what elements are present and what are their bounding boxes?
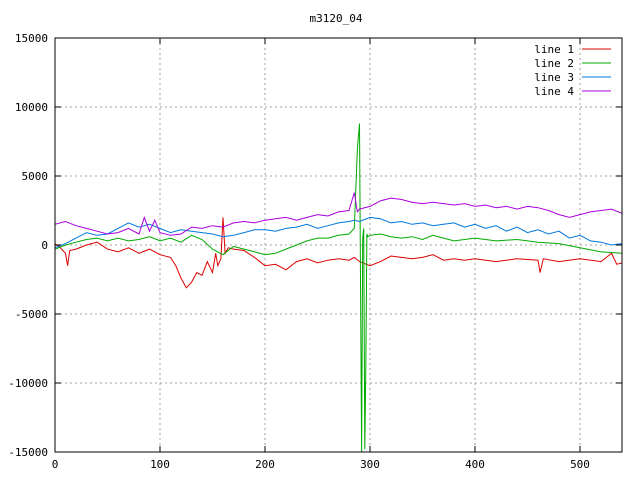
legend-label-3: line 3: [534, 71, 574, 84]
x-tick-label: 400: [465, 458, 485, 471]
x-tick-label: 0: [52, 458, 59, 471]
series-line-1: [55, 217, 622, 289]
y-tick-label: -10000: [8, 377, 48, 390]
x-tick-label: 300: [360, 458, 380, 471]
series-layer: [55, 123, 622, 452]
series-line-4: [55, 192, 622, 236]
y-tick-label: 5000: [22, 170, 49, 183]
x-tick-label: 100: [150, 458, 170, 471]
y-tick-label: -15000: [8, 446, 48, 459]
x-tick-label: 200: [255, 458, 275, 471]
y-tick-label: -5000: [15, 308, 48, 321]
series-line-2: [55, 123, 622, 452]
axis-ticks: 0 100 200 300 400 500 -15000 -10000 -5000 0 5000 10…: [8, 32, 622, 471]
legend-label-2: line 2: [534, 57, 574, 70]
chart-title: m3120_04: [310, 12, 363, 25]
legend-label-1: line 1: [534, 43, 574, 56]
x-tick-label: 500: [570, 458, 590, 471]
y-tick-label: 15000: [15, 32, 48, 45]
legend-label-4: line 4: [534, 85, 574, 98]
series-line-3: [55, 216, 622, 249]
grid: [55, 38, 622, 452]
y-tick-label: 10000: [15, 101, 48, 114]
y-tick-label: 0: [41, 239, 48, 252]
